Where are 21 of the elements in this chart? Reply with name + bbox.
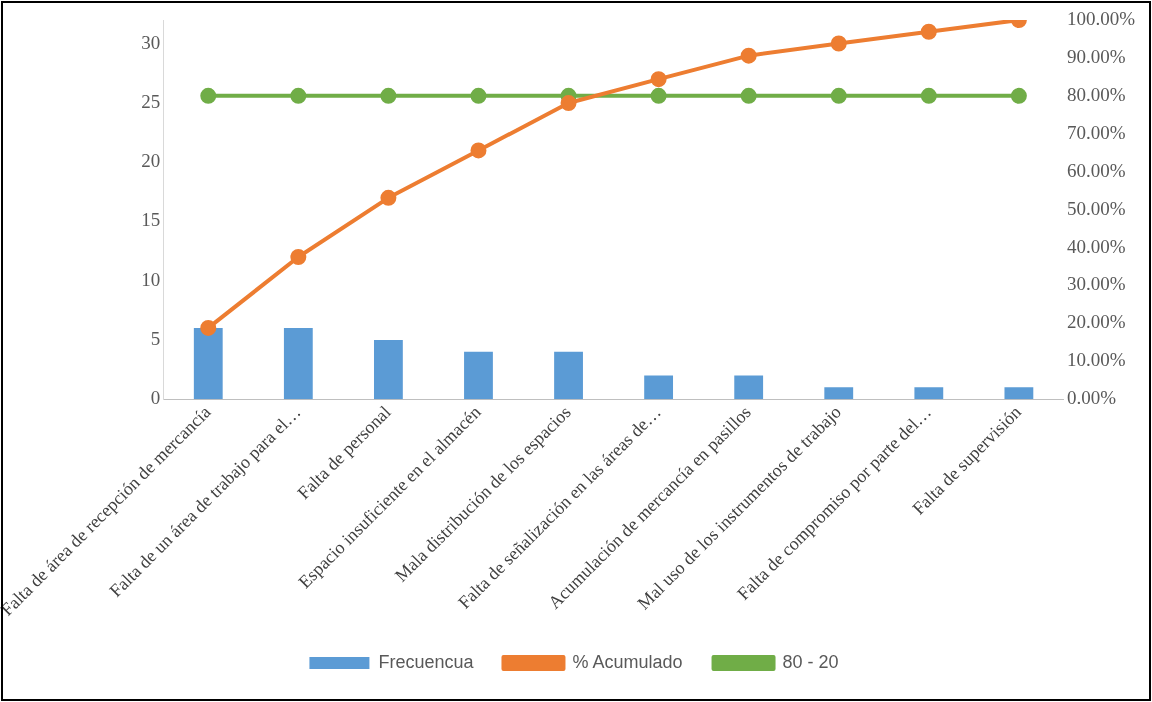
legend-label: Frecuencua [378,651,475,672]
y2-tick-label: 10.00% [1066,349,1126,371]
y-tick-label: 30 [141,31,161,53]
y-tick-label: 0 [150,387,161,409]
y2-tick-label: 30.00% [1066,273,1126,295]
y2-tick-label: 60.00% [1066,159,1126,181]
y2-tick-label: 40.00% [1066,235,1126,257]
y2-tick-label: 100.00% [1066,7,1136,29]
y-tick-label: 25 [141,90,161,112]
y-tick-label: 5 [150,327,161,349]
legend-label: % Acumulado [572,651,683,672]
y2-tick-label: 80.00% [1066,83,1126,105]
legend-label: 80 - 20 [782,651,839,672]
y-tick-label: 20 [141,150,161,172]
y2-tick-label: 70.00% [1066,121,1126,143]
y2-tick-label: 20.00% [1066,311,1126,333]
y-tick-label: 15 [141,209,161,231]
y-tick-label: 10 [141,268,161,290]
y2-tick-label: 0.00% [1066,387,1117,409]
y2-tick-label: 90.00% [1066,45,1126,67]
y2-tick-label: 50.00% [1066,197,1126,219]
